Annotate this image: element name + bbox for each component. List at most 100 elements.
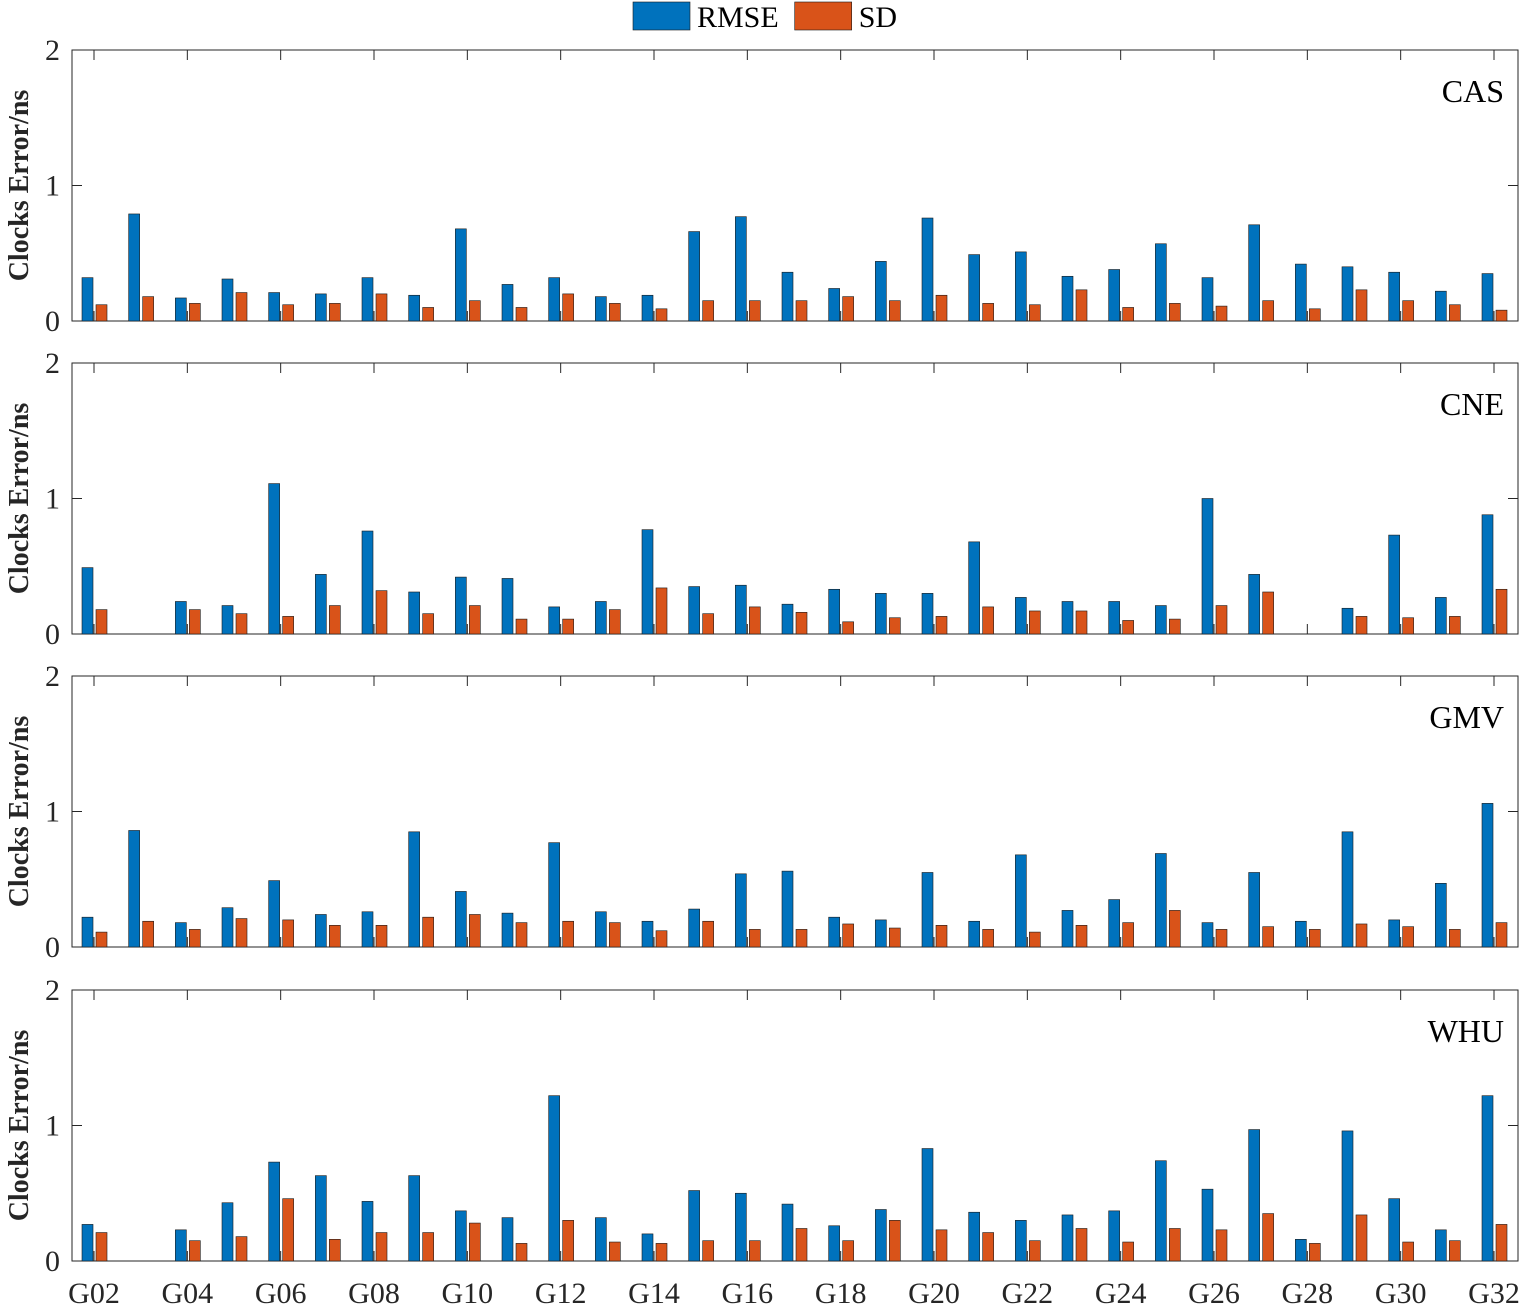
bar [1215,605,1228,635]
bar [1029,931,1041,948]
bar [889,927,901,948]
bar [749,929,761,948]
x-tick-label: G08 [348,1277,400,1310]
bar [95,304,108,322]
bar [595,1217,607,1262]
bar [1248,872,1260,948]
bar [921,1148,934,1262]
y-tick-label: 1 [45,483,60,516]
bar [935,294,948,322]
bar [842,923,854,948]
x-tick-label: G12 [535,1277,587,1310]
bar [422,916,434,948]
bar [641,294,654,322]
panel-title: WHU [1428,1013,1504,1049]
bar [968,541,980,635]
bar [1248,574,1260,635]
bar [795,1228,808,1262]
bar [1029,610,1041,635]
bar [282,1198,294,1262]
y-tick-label: 0 [45,931,60,964]
legend-swatch [632,1,691,31]
bar [221,907,234,948]
bar [828,288,840,322]
x-tick-label: G14 [628,1277,680,1310]
bar [235,918,248,948]
bar [1309,1243,1321,1262]
bar [1029,1240,1041,1262]
bar [1122,620,1134,635]
bar [828,916,840,948]
bar [1061,910,1074,948]
bar [1122,307,1134,322]
bar [1262,926,1274,948]
x-tick-label: G04 [161,1277,213,1310]
bar [1201,1188,1214,1262]
bar [375,925,388,948]
y-tick-label: 0 [45,1245,60,1278]
plot-area [71,989,1519,1262]
bar [1108,899,1120,948]
bar [842,1240,854,1262]
plot-area [71,49,1519,322]
bar [329,1239,341,1262]
bar [268,880,280,948]
x-tick-label: G28 [1281,1277,1333,1310]
bar [655,1243,668,1262]
bar [641,529,654,635]
bar [982,1232,994,1262]
bar [875,261,887,322]
bar [282,616,294,635]
bar [361,911,374,948]
bar [235,1236,248,1262]
x-tick-label: G22 [1001,1277,1053,1310]
bar [422,1232,434,1262]
bar [889,617,901,635]
y-axis-label: Clocks Error/ns [4,1030,35,1222]
bar [749,1240,761,1262]
bar [315,1175,327,1262]
bar [221,1202,234,1262]
bar [795,612,808,635]
bar [268,1161,280,1262]
bar [1355,616,1368,635]
bar [1481,803,1494,948]
bar [548,277,560,322]
bar [1262,1213,1274,1262]
bar [655,587,668,635]
bar [968,920,980,948]
bar [501,912,514,948]
bar [1061,601,1074,635]
bar [595,601,607,635]
bar [982,929,994,948]
bar [221,605,234,635]
bar [1495,588,1508,635]
y-tick-label: 2 [45,974,60,1007]
bar [562,920,574,948]
bar [1015,854,1027,948]
bar [1341,1130,1354,1262]
bar [1449,1240,1461,1262]
bar [95,609,108,635]
bar [935,616,948,635]
bar [1169,910,1181,948]
bar [688,231,700,322]
bar [189,609,201,635]
bar [1495,309,1508,322]
x-tick-label: G06 [255,1277,307,1310]
bar [735,1192,747,1262]
bar [921,593,934,635]
x-tick-label: G26 [1188,1277,1240,1310]
panel-title: GMV [1429,699,1504,735]
bar [641,1233,654,1262]
bar [361,1201,374,1262]
bar [81,567,94,635]
plot-area [71,675,1519,948]
x-tick-label: G30 [1375,1277,1427,1310]
bar [935,1229,948,1262]
bar [1029,304,1041,322]
bar [749,300,761,322]
bar [1402,617,1414,635]
bar [175,922,187,948]
